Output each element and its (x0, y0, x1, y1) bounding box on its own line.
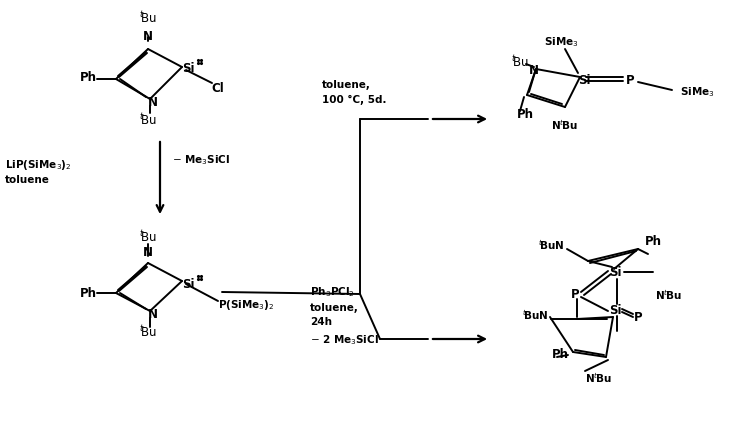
Text: N: N (529, 63, 539, 76)
Text: toluene,: toluene, (322, 80, 371, 90)
Text: toluene: toluene (5, 175, 50, 184)
Text: Cl: Cl (212, 81, 224, 94)
Text: SiMe$_3$: SiMe$_3$ (680, 85, 714, 99)
Text: $^t\!$BuN: $^t\!$BuN (522, 308, 549, 321)
Text: Si: Si (609, 303, 621, 316)
Text: N: N (148, 308, 158, 321)
Text: P: P (626, 73, 634, 86)
Text: $^t\!$BuN: $^t\!$BuN (539, 238, 565, 251)
Text: N$^t\!$Bu: N$^t\!$Bu (551, 118, 577, 132)
Text: N: N (148, 96, 158, 109)
Text: Si: Si (578, 73, 590, 86)
Text: 100 °C, 5d.: 100 °C, 5d. (322, 95, 387, 105)
Text: P: P (634, 311, 642, 324)
Text: SiMe$_3$: SiMe$_3$ (544, 35, 578, 49)
Text: $^t\!$Bu: $^t\!$Bu (511, 54, 529, 69)
Text: N: N (143, 246, 153, 259)
Text: Ph: Ph (516, 108, 533, 121)
Text: Ph: Ph (551, 348, 568, 361)
Text: P(SiMe$_3$)$_2$: P(SiMe$_3$)$_2$ (218, 297, 274, 311)
Text: P: P (571, 288, 580, 301)
Text: toluene,: toluene, (310, 302, 359, 312)
Text: $^t\!$Bu: $^t\!$Bu (139, 229, 157, 244)
Text: N$^t\!$Bu: N$^t\!$Bu (585, 370, 612, 384)
Text: Ph$_3$PCl$_2$: Ph$_3$PCl$_2$ (310, 285, 355, 298)
Text: $-$ 2 Me$_3$SiCl: $-$ 2 Me$_3$SiCl (310, 332, 379, 346)
Text: N$^t\!$Bu: N$^t\!$Bu (655, 288, 682, 301)
Text: Ph: Ph (80, 71, 97, 84)
Text: Si: Si (182, 277, 194, 290)
Text: Ph: Ph (644, 235, 662, 248)
Text: $^t\!$Bu: $^t\!$Bu (139, 10, 157, 26)
Text: 24h: 24h (310, 316, 332, 326)
Text: LiP(SiMe$_3$)$_2$: LiP(SiMe$_3$)$_2$ (5, 158, 72, 172)
Text: $-$ Me$_3$SiCl: $-$ Me$_3$SiCl (172, 153, 230, 167)
Text: $^t\!$Bu: $^t\!$Bu (139, 323, 157, 339)
Text: $^t\!$Bu: $^t\!$Bu (139, 112, 157, 127)
Text: Si: Si (182, 61, 194, 74)
Text: N: N (143, 29, 153, 43)
Text: Si: Si (609, 266, 621, 279)
Text: Ph: Ph (80, 287, 97, 300)
